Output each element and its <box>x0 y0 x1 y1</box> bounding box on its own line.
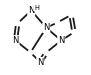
Text: N: N <box>43 23 49 32</box>
Text: N: N <box>28 6 34 15</box>
Text: N: N <box>58 36 64 45</box>
Text: H: H <box>34 4 39 10</box>
Text: N: N <box>12 36 19 45</box>
Text: N: N <box>37 58 43 67</box>
